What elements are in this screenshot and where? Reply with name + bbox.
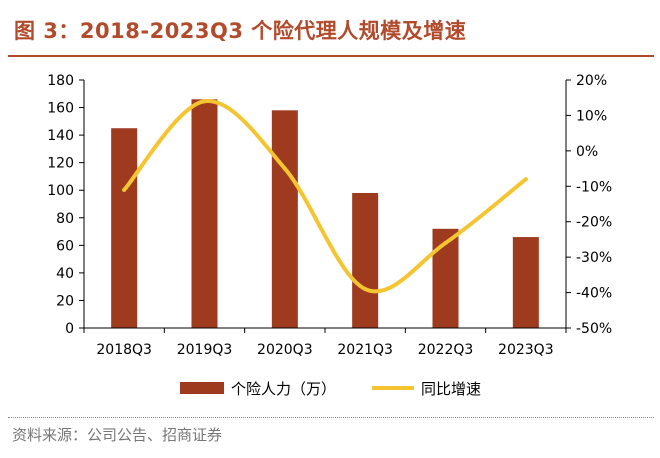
source-divider: [8, 417, 654, 418]
line-point: [443, 240, 448, 245]
line-point: [202, 99, 207, 104]
bar: [271, 110, 298, 328]
bar-series: [111, 99, 539, 329]
source-note: 资料来源：公司公告、招商证券: [12, 426, 223, 444]
right-tick-label: 10%: [576, 108, 607, 124]
legend-bar-swatch: [180, 382, 224, 394]
left-tick-label: 20: [56, 293, 74, 309]
line-point: [122, 187, 127, 192]
left-axis: 0 20 40 60 80 100 120 140 160 180: [47, 73, 85, 337]
line-point: [523, 177, 528, 182]
right-tick-label: -10%: [576, 179, 612, 195]
growth-line: [122, 99, 528, 294]
left-tick-label: 100: [47, 183, 74, 199]
right-tick-label: -20%: [576, 215, 612, 231]
right-tick-label: -40%: [576, 286, 612, 302]
left-tick-label: 160: [47, 101, 74, 117]
x-axis: 2018Q3 2019Q3 2020Q3 2021Q3 2022Q3 2023Q3: [83, 327, 567, 358]
bar: [512, 237, 539, 328]
chart-title: 图 3：2018-2023Q3 个险代理人规模及增速: [14, 19, 467, 43]
line-point: [363, 287, 368, 292]
left-tick-label: 180: [47, 73, 74, 89]
bar: [352, 192, 379, 328]
legend-bar-label: 个险人力（万）: [231, 380, 336, 398]
right-axis: -50% -40% -30% -20% -10% 0% 10% 20%: [565, 73, 612, 337]
title-divider: [8, 55, 654, 57]
right-tick-label: -50%: [576, 321, 612, 337]
legend-line-label: 同比增速: [421, 380, 481, 398]
line-point: [282, 166, 287, 171]
x-tick-label: 2023Q3: [498, 342, 554, 358]
bar: [191, 99, 218, 329]
x-tick-label: 2019Q3: [177, 342, 233, 358]
line-series: [122, 99, 528, 294]
left-tick-label: 60: [56, 238, 74, 254]
bar-line-chart: 0 20 40 60 80 100 120 140 160 180 -50% -40% -30% -20…: [47, 73, 612, 398]
x-tick-label: 2021Q3: [337, 342, 393, 358]
right-tick-label: -30%: [576, 250, 612, 266]
right-tick-label: 0%: [576, 144, 598, 160]
left-tick-label: 120: [47, 156, 74, 172]
left-tick-label: 80: [56, 211, 74, 227]
legend: 个险人力（万） 同比增速: [180, 380, 481, 398]
left-tick-label: 0: [65, 321, 74, 337]
x-tick-label: 2020Q3: [257, 342, 313, 358]
x-tick-label: 2018Q3: [96, 342, 152, 358]
left-tick-label: 140: [47, 128, 74, 144]
x-tick-label: 2022Q3: [418, 342, 474, 358]
left-tick-label: 40: [56, 266, 74, 282]
right-tick-label: 20%: [576, 73, 607, 89]
bar: [111, 128, 138, 328]
